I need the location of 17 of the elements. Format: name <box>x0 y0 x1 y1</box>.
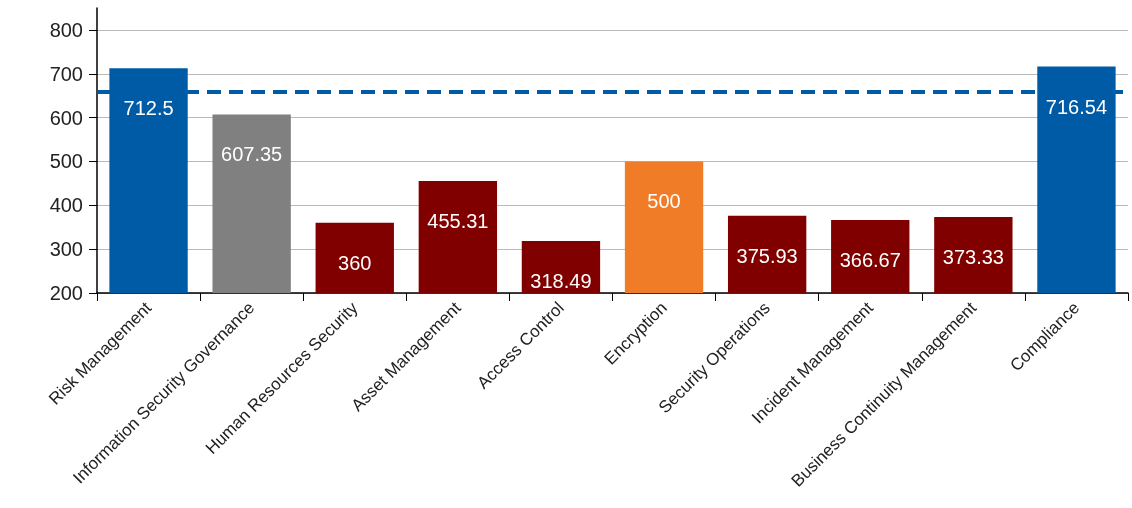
data-label: 318.49 <box>530 270 592 293</box>
y-tick-label: 300 <box>49 238 83 261</box>
data-label: 375.93 <box>736 244 798 267</box>
y-tick-label: 800 <box>49 18 83 41</box>
y-tick-label: 500 <box>49 150 83 173</box>
y-tick-label: 200 <box>49 282 83 304</box>
data-label: 360 <box>338 251 372 274</box>
y-tick-label: 400 <box>49 194 83 217</box>
data-label: 607.35 <box>221 143 283 166</box>
data-label: 373.33 <box>942 246 1004 268</box>
y-tick-label: 600 <box>49 106 83 129</box>
y-tick-label: 700 <box>49 62 83 85</box>
data-label: 366.67 <box>839 248 901 271</box>
data-label: 716.54 <box>1045 95 1108 118</box>
data-label: 455.31 <box>427 210 489 233</box>
data-label: 712.5 <box>123 97 174 120</box>
data-label: 500 <box>647 190 681 213</box>
